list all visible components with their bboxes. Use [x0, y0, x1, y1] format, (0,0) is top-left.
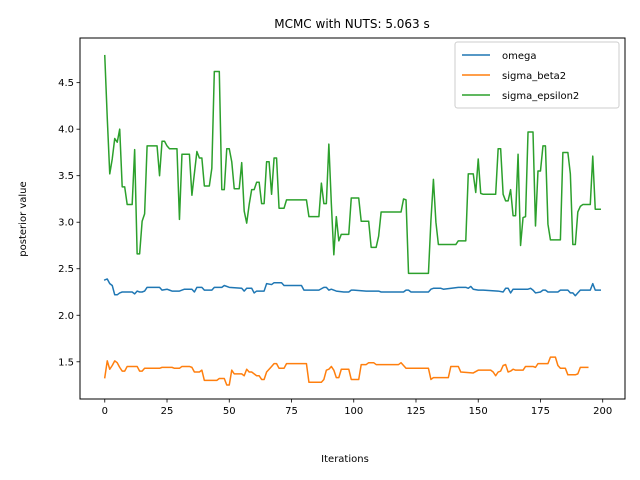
- x-tick-label: 150: [469, 406, 488, 417]
- series-line-omega: [103, 278, 601, 297]
- legend-label-sigma-epsilon2: sigma_epsilon2: [502, 91, 579, 102]
- x-tick-label: 75: [285, 406, 298, 417]
- legend-box: [454, 41, 620, 109]
- x-tick-label: 0: [102, 406, 108, 417]
- y-axis-label: posterior value: [18, 181, 29, 256]
- series-layer: [103, 54, 601, 386]
- y-tick-label: 1.5: [58, 357, 74, 368]
- x-tick-label: 25: [161, 406, 174, 417]
- y-tick-label: 2.0: [58, 311, 74, 322]
- x-tick-label: 125: [406, 406, 425, 417]
- x-axis-ticks: 0 25 50 75 100 125 150 175 200: [102, 399, 612, 417]
- chart-title: MCMC with NUTS: 5.063 s: [274, 17, 430, 31]
- x-tick-label: 175: [531, 406, 550, 417]
- legend: omega sigma_beta2 sigma_epsilon2: [454, 41, 620, 109]
- legend-label-omega: omega: [502, 51, 537, 62]
- x-axis-label: Iterations: [321, 454, 369, 465]
- y-axis-ticks: 1.5 2.0 2.5 3.0 3.5 4.0 4.5: [58, 78, 80, 368]
- x-tick-label: 50: [223, 406, 236, 417]
- y-tick-label: 4.5: [58, 78, 74, 89]
- y-tick-label: 3.0: [58, 218, 74, 229]
- y-tick-label: 4.0: [58, 125, 74, 136]
- axes-frame: [79, 37, 626, 400]
- y-tick-label: 2.5: [58, 264, 74, 275]
- y-tick-label: 3.5: [58, 171, 74, 182]
- x-tick-label: 200: [593, 406, 612, 417]
- legend-label-sigma-beta2: sigma_beta2: [502, 71, 566, 82]
- x-tick-label: 100: [344, 406, 363, 417]
- series-line-sigma-epsilon2: [103, 54, 601, 275]
- series-line-sigma-beta2: [103, 356, 589, 386]
- plot-area: [79, 37, 626, 400]
